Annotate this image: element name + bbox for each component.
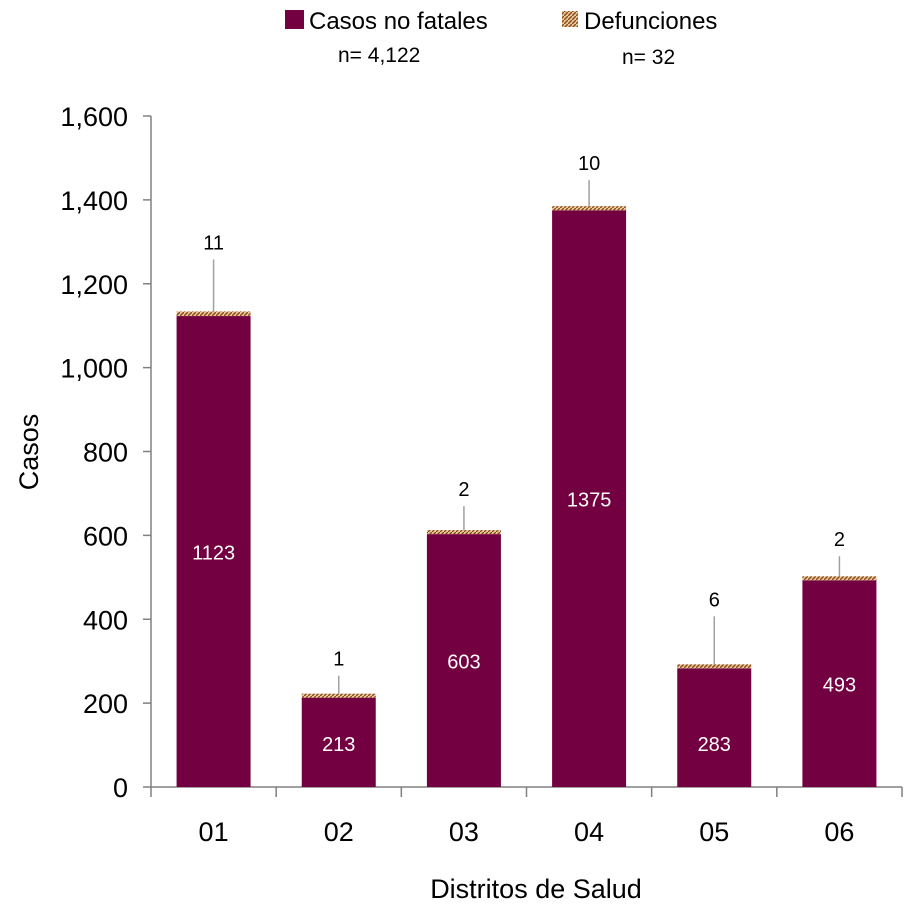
x-axis-label: Distritos de Salud bbox=[430, 874, 642, 904]
data-label-defunciones: 10 bbox=[578, 153, 600, 175]
y-tick-label: 1,200 bbox=[60, 270, 128, 300]
x-tick-label: 06 bbox=[824, 817, 854, 847]
y-tick-label: 1,000 bbox=[60, 354, 128, 384]
bar-casos-no-fatales bbox=[677, 668, 752, 787]
x-tick-label: 02 bbox=[324, 817, 354, 847]
data-label-defunciones: 11 bbox=[203, 232, 224, 254]
bar-casos-no-fatales bbox=[301, 697, 376, 787]
bar-defunciones bbox=[176, 311, 251, 317]
y-tick-label: 1,400 bbox=[60, 186, 128, 216]
legend-swatch-defunciones bbox=[562, 11, 578, 27]
legend-note-casos-no-fatales: n= 4,122 bbox=[338, 44, 420, 67]
x-tick-label: 05 bbox=[699, 817, 729, 847]
data-label-casos-no-fatales: 1123 bbox=[192, 543, 235, 565]
y-tick-label: 1,600 bbox=[60, 102, 128, 132]
legend-swatch-casos-no-fatales bbox=[285, 10, 304, 29]
bar-casos-no-fatales bbox=[802, 580, 877, 787]
y-tick-label: 600 bbox=[83, 521, 128, 551]
bar-defunciones bbox=[802, 576, 877, 581]
y-tick-label: 200 bbox=[83, 689, 128, 719]
legend-label-casos-no-fatales: Casos no fatales bbox=[309, 8, 488, 35]
legend-note-defunciones: n= 32 bbox=[622, 46, 675, 69]
bar-casos-no-fatales bbox=[426, 534, 501, 787]
bar-defunciones bbox=[552, 206, 627, 211]
bar-defunciones bbox=[677, 664, 752, 669]
y-tick-label: 0 bbox=[113, 773, 128, 803]
legend-label-defunciones: Defunciones bbox=[584, 8, 717, 35]
legend: Casos no fatales n= 4,122 Defunciones n=… bbox=[285, 8, 717, 69]
data-label-casos-no-fatales: 493 bbox=[823, 675, 856, 697]
plot-area: 02004006008001,0001,2001,4001,6001123110… bbox=[60, 102, 903, 847]
data-label-defunciones: 2 bbox=[834, 529, 845, 551]
data-label-defunciones: 1 bbox=[333, 649, 344, 671]
x-tick-label: 01 bbox=[199, 817, 229, 847]
y-axis-label: Casos bbox=[14, 414, 44, 491]
x-tick-label: 03 bbox=[449, 817, 479, 847]
data-label-defunciones: 6 bbox=[709, 589, 720, 611]
bar-casos-no-fatales bbox=[176, 316, 251, 787]
bar-casos-no-fatales bbox=[552, 210, 627, 787]
bar-defunciones bbox=[426, 530, 501, 535]
data-label-casos-no-fatales: 213 bbox=[322, 734, 355, 756]
data-label-defunciones: 2 bbox=[458, 479, 469, 501]
bar-defunciones bbox=[301, 693, 376, 698]
y-tick-label: 800 bbox=[83, 438, 128, 468]
y-tick-label: 400 bbox=[83, 605, 128, 635]
data-label-casos-no-fatales: 1375 bbox=[567, 490, 612, 512]
data-label-casos-no-fatales: 283 bbox=[698, 734, 731, 756]
x-tick-label: 04 bbox=[574, 817, 604, 847]
data-label-casos-no-fatales: 603 bbox=[447, 652, 480, 674]
